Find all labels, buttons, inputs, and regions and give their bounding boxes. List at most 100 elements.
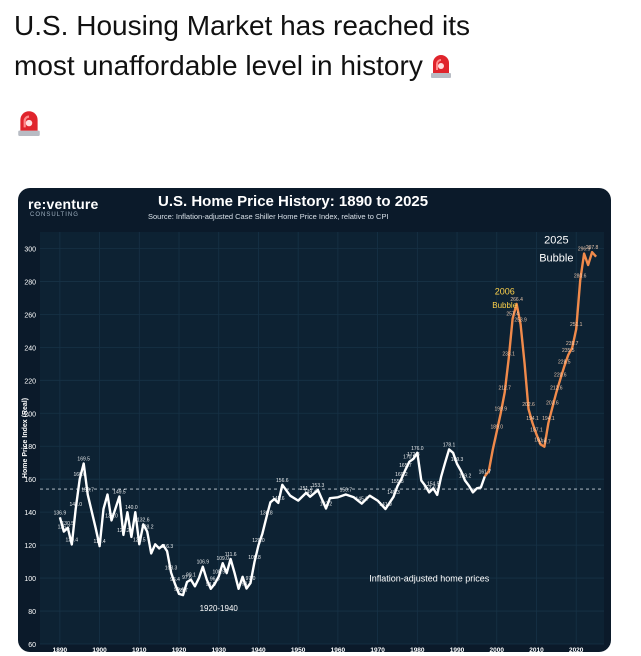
data-label: 106.9 bbox=[197, 560, 210, 566]
y-tick-label: 100 bbox=[24, 576, 36, 583]
plot-area bbox=[40, 232, 604, 644]
data-label: 296.9 bbox=[578, 247, 591, 253]
data-label: 176.0 bbox=[411, 446, 424, 452]
y-tick-label: 200 bbox=[24, 411, 36, 418]
data-label: 96.6 bbox=[210, 577, 220, 583]
data-label: 145.2 bbox=[355, 497, 368, 503]
y-axis-label: Home Price Index (Real) bbox=[22, 398, 29, 478]
x-tick-label: 2000 bbox=[490, 647, 505, 652]
data-label: 266.4 bbox=[510, 297, 523, 303]
data-label: 150.7 bbox=[81, 488, 94, 494]
brand-subtitle: CONSULTING bbox=[30, 212, 79, 218]
data-label: 126.2 bbox=[58, 525, 71, 531]
data-label: 212.7 bbox=[498, 385, 511, 391]
data-label: 145.6 bbox=[272, 496, 285, 502]
data-label: 169.5 bbox=[77, 457, 90, 463]
data-label: 150.7 bbox=[340, 488, 353, 494]
brand-logo: re:venture bbox=[28, 196, 99, 212]
chart-title: U.S. Home Price History: 1890 to 2025 bbox=[158, 193, 429, 210]
x-tick-label: 1950 bbox=[291, 647, 306, 652]
data-label: 203.6 bbox=[546, 400, 559, 406]
data-label: 170.6 bbox=[403, 455, 416, 461]
data-label: 228.5 bbox=[558, 359, 571, 365]
data-label: 160.0 bbox=[73, 472, 86, 478]
y-tick-label: 140 bbox=[24, 510, 36, 517]
data-label: 257.4 bbox=[506, 312, 519, 318]
rotating-light-icon bbox=[18, 111, 40, 136]
data-label: 109.0 bbox=[216, 556, 229, 562]
x-tick-label: 1990 bbox=[450, 647, 465, 652]
data-label: 154.5 bbox=[427, 481, 440, 487]
data-label: 253.9 bbox=[514, 317, 527, 323]
data-label: 194.1 bbox=[542, 416, 555, 422]
x-tick-label: 1930 bbox=[211, 647, 226, 652]
data-label: 116.3 bbox=[161, 544, 173, 550]
y-tick-label: 180 bbox=[24, 444, 36, 451]
annotation-label: Bubble bbox=[539, 253, 573, 265]
data-label: 99.1 bbox=[186, 573, 196, 579]
data-label: 93.5 bbox=[206, 582, 216, 588]
data-label: 135.0 bbox=[105, 513, 118, 519]
data-label: 251.1 bbox=[570, 322, 583, 328]
tweet-text: U.S. Housing Market has reached its most… bbox=[14, 6, 614, 86]
data-label: 120.0 bbox=[252, 538, 265, 544]
data-label: 130.5 bbox=[62, 521, 75, 527]
x-tick-label: 1970 bbox=[370, 647, 385, 652]
data-label: 141.9 bbox=[379, 502, 392, 508]
annotation-label: 1920-1940 bbox=[200, 604, 239, 613]
x-tick-label: 1940 bbox=[251, 647, 266, 652]
x-tick-label: 2020 bbox=[569, 647, 584, 652]
data-label: 136.9 bbox=[54, 510, 67, 516]
chart-svg: 60 80 100 120 140 160 180 200 220 240 260 280 300 189… bbox=[22, 232, 604, 652]
data-label: 120.5 bbox=[133, 537, 146, 543]
rotating-light-icon bbox=[430, 55, 451, 78]
data-label: 126.2 bbox=[117, 528, 130, 534]
data-label: 93.7 bbox=[242, 581, 252, 587]
series-line bbox=[483, 250, 598, 478]
data-label: 142.0 bbox=[69, 502, 82, 508]
data-label: 109.8 bbox=[248, 555, 261, 561]
data-label: 153.3 bbox=[312, 483, 325, 489]
data-label: 119.4 bbox=[93, 539, 105, 545]
y-tick-label: 80 bbox=[28, 609, 36, 616]
data-label: 159.2 bbox=[459, 474, 472, 480]
tweet-line-2: most unaffordable level in history bbox=[14, 46, 614, 86]
data-label: 156.6 bbox=[276, 478, 289, 484]
x-tick-label: 1890 bbox=[53, 647, 68, 652]
x-tick-label: 1920 bbox=[172, 647, 187, 652]
data-label: 152.0 bbox=[423, 485, 436, 491]
data-label: 189.0 bbox=[491, 424, 504, 430]
data-label: 96.4 bbox=[170, 577, 180, 583]
data-label: 120.4 bbox=[66, 537, 79, 543]
data-label: 155.8 bbox=[391, 479, 404, 485]
data-label: 199.9 bbox=[494, 406, 507, 412]
data-label: 280.6 bbox=[574, 273, 587, 279]
data-label: 142.2 bbox=[320, 502, 333, 508]
data-label: 165.7 bbox=[399, 463, 412, 469]
y-tick-label: 60 bbox=[28, 642, 36, 649]
data-label: 149.5 bbox=[113, 490, 126, 496]
y-tick-label: 220 bbox=[24, 378, 36, 385]
data-label: 111.6 bbox=[225, 552, 237, 558]
data-label: 169.3 bbox=[451, 457, 464, 463]
y-tick-label: 120 bbox=[24, 543, 36, 550]
data-label: 212.6 bbox=[550, 386, 563, 392]
data-label: 151.7 bbox=[300, 486, 313, 492]
data-label: 187.1 bbox=[530, 428, 543, 434]
data-label: 178.1 bbox=[443, 442, 456, 448]
data-label: 181.1 bbox=[534, 437, 547, 443]
data-label: 100.9 bbox=[212, 570, 225, 576]
data-label: 220.6 bbox=[554, 372, 567, 378]
data-label: 128.2 bbox=[141, 525, 154, 531]
data-label: 172.3 bbox=[407, 452, 420, 458]
x-tick-label: 1900 bbox=[92, 647, 107, 652]
data-label: 194.1 bbox=[526, 416, 539, 422]
data-label: 235.5 bbox=[562, 348, 575, 354]
data-label: 233.1 bbox=[502, 352, 515, 358]
data-label: 89.7 bbox=[178, 588, 188, 594]
y-tick-label: 260 bbox=[24, 312, 36, 319]
annotation-label: 2006 bbox=[495, 287, 515, 297]
tweet-line-1: U.S. Housing Market has reached its bbox=[14, 10, 470, 41]
annotation-label: Inflation-adjusted home prices bbox=[369, 573, 490, 583]
chart-subtitle: Source: Inflation-adjusted Case Shiller … bbox=[148, 212, 389, 221]
